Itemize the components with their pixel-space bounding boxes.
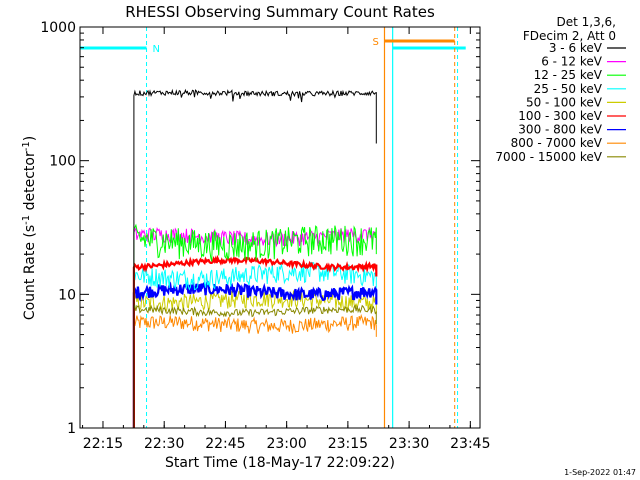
x-axis-label: Start Time (18-May-17 22:09:22) xyxy=(165,455,395,471)
x-tick-label: 22:30 xyxy=(144,436,184,452)
series-line-300-800keV xyxy=(132,280,378,428)
plot-area: NS xyxy=(80,27,466,428)
chart-title: RHESSI Observing Summary Count Rates xyxy=(125,3,435,21)
y-axis-label-exponent: -1 xyxy=(21,215,32,225)
legend-entry-label: 6 - 12 keV xyxy=(541,55,603,69)
footer-timestamp: 1-Sep-2022 01:47 xyxy=(564,468,636,477)
legend-entry-label: 12 - 25 keV xyxy=(534,68,603,82)
y-axis: 1 10 100 1000 xyxy=(40,20,480,437)
legend-header-detectors: Det 1,3,6, xyxy=(557,15,617,29)
x-tick-label: 23:45 xyxy=(450,436,490,452)
x-tick-label: 23:15 xyxy=(328,436,368,452)
y-tick-label: 1000 xyxy=(40,20,76,36)
legend-entry-label: 300 - 800 keV xyxy=(518,123,602,137)
x-tick-label: 23:30 xyxy=(389,436,429,452)
legend-entry-label: 50 - 100 keV xyxy=(526,95,603,109)
series-line-800-7000keV xyxy=(133,313,377,428)
night-marker-label: N xyxy=(153,44,160,55)
legend-header-decimation: FDecim 2, Att 0 xyxy=(523,29,616,43)
plot-frame xyxy=(79,26,481,429)
x-axis: 22:15 22:30 22:45 23:00 23:15 23:30 23:45 xyxy=(82,27,491,452)
x-tick-label: 22:15 xyxy=(83,436,123,452)
legend-entry-label: 25 - 50 keV xyxy=(534,82,603,96)
series-line-7000-15000keV xyxy=(133,304,377,428)
series-line-3-6keV xyxy=(133,88,377,428)
legend-entry-label: 3 - 6 keV xyxy=(549,41,603,55)
plot-clip-group: NS xyxy=(80,27,466,428)
series-line-12-25keV xyxy=(133,223,377,428)
series-line-50-100keV xyxy=(133,289,377,428)
x-tick-label: 23:00 xyxy=(266,436,306,452)
y-axis-label: Count Rate (s-1 detector-1) xyxy=(21,136,39,320)
legend-entry-label: 800 - 7000 keV xyxy=(511,136,603,150)
series-line-100-300keV xyxy=(132,254,378,428)
y-axis-label-part: Count Rate (s xyxy=(22,225,38,320)
y-tick-label: 100 xyxy=(49,154,76,170)
y-axis-label-exponent: -1 xyxy=(21,141,32,151)
legend-entry-label: 100 - 300 keV xyxy=(518,109,602,123)
saa-marker-label: S xyxy=(372,37,378,48)
x-tick-label: 22:45 xyxy=(205,436,245,452)
y-tick-label: 1 xyxy=(67,421,76,437)
y-tick-label: 10 xyxy=(58,287,76,303)
y-axis-label-part: detector xyxy=(22,151,38,215)
y-axis-label-part: ) xyxy=(22,136,38,141)
series-line-25-50keV xyxy=(133,261,377,428)
legend-entry-label: 7000 - 15000 keV xyxy=(495,150,602,164)
